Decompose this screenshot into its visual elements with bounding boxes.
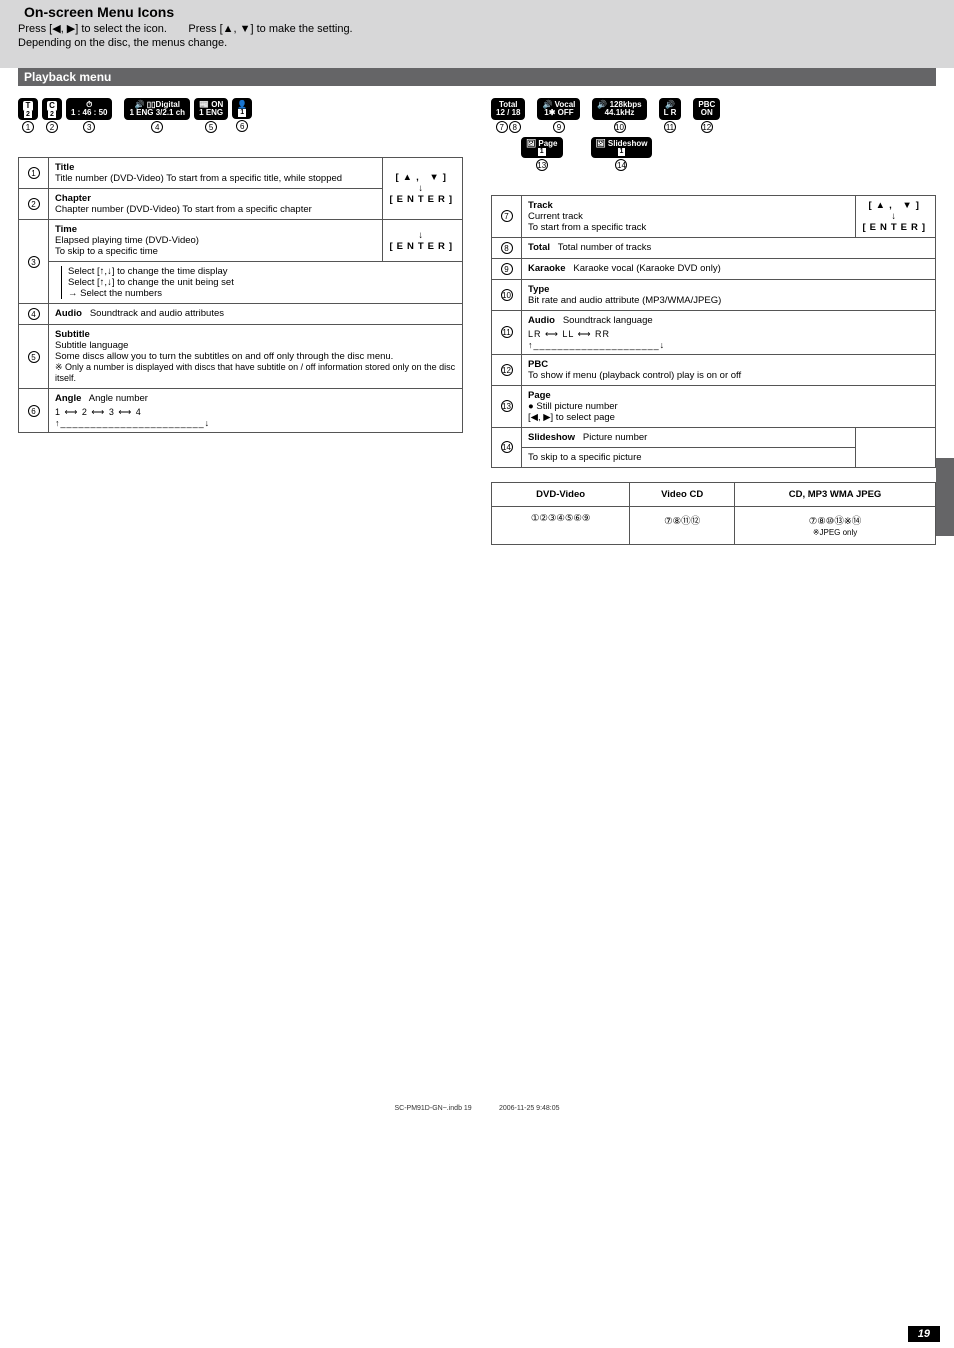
row-desc: Current trackTo start from a specific tr… — [528, 211, 646, 233]
header-band: On-screen Menu Icons Press [◀, ▶] to sel… — [0, 0, 954, 68]
footer-source-id: SC-PM91D-GN~.indb 19 2006-11-25 9:48:05 — [0, 1105, 954, 1112]
row-title: Audio — [55, 308, 82, 319]
row-title: Subtitle — [55, 329, 90, 340]
left-column: T2 1 C2 2 ⏱1 : 46 : 50 3 🔊 ▯▯Digital1 EN… — [18, 94, 463, 545]
disc-type: Video CD — [630, 482, 735, 506]
selector-cell: [▲, ▼]↓[ENTER] — [856, 195, 936, 237]
playback-menu-table-right: 7 Track Current trackTo start from a spe… — [491, 195, 936, 468]
selector-cell: ↓[ENTER] — [383, 220, 463, 262]
thumb-tab — [936, 458, 954, 536]
instruction-line: Depending on the disc, the menus change. — [18, 37, 936, 49]
osd-indicator-strip-right: Total12 / 18 78 🔊 Vocal1✱ OFF 9 🔊 128kbp… — [491, 98, 936, 133]
row-title: Time — [55, 224, 77, 235]
selector-cell: [▲, ▼]↓[ENTER] — [383, 158, 463, 220]
supported-icons: ⑦⑧⑩⑬※⑭ ※JPEG only — [735, 506, 936, 544]
row-title: Angle — [55, 393, 81, 404]
row-desc: Title number (DVD-Video) To start from a… — [55, 173, 342, 184]
osd-indicator-strip-left: T2 1 C2 2 ⏱1 : 46 : 50 3 🔊 ▯▯Digital1 EN… — [18, 98, 463, 133]
cycle-diagram: 1 ⟷ 2 ⟷ 3 ⟷ 4↑________________________↓ — [55, 407, 456, 428]
row-title: Title — [55, 162, 74, 173]
selector-cell — [856, 427, 936, 467]
disc-type: DVD-Video — [492, 482, 630, 506]
row-num: 1 — [28, 167, 40, 179]
row-title: Chapter — [55, 193, 91, 204]
supported-icons: ⑦⑧⑪⑫ — [630, 506, 735, 544]
row-desc: Soundtrack and audio attributes — [90, 308, 224, 319]
row-desc: Chapter number (DVD-Video) To start from… — [55, 204, 312, 215]
row-title: Track — [528, 200, 553, 211]
disc-type: CD, MP3 WMA JPEG — [735, 482, 936, 506]
right-column: Total12 / 18 78 🔊 Vocal1✱ OFF 9 🔊 128kbp… — [491, 94, 936, 545]
supported-icons: ①②③④⑤⑥⑨ — [492, 506, 630, 544]
page-number: 19 — [908, 1326, 940, 1342]
disc-support-table: DVD-Video Video CD CD, MP3 WMA JPEG ①②③④… — [491, 482, 936, 545]
menu-category-bar: Playback menu — [18, 68, 936, 86]
playback-menu-table-left: 1 Title Title number (DVD-Video) To star… — [18, 157, 463, 433]
cycle-diagram: LR ⟷ LL ⟷ RR↑_____________________↓ — [528, 329, 929, 350]
section-title: On-screen Menu Icons — [18, 4, 936, 20]
instruction-line: Press [◀, ▶] to select the icon. Press [… — [18, 22, 936, 35]
